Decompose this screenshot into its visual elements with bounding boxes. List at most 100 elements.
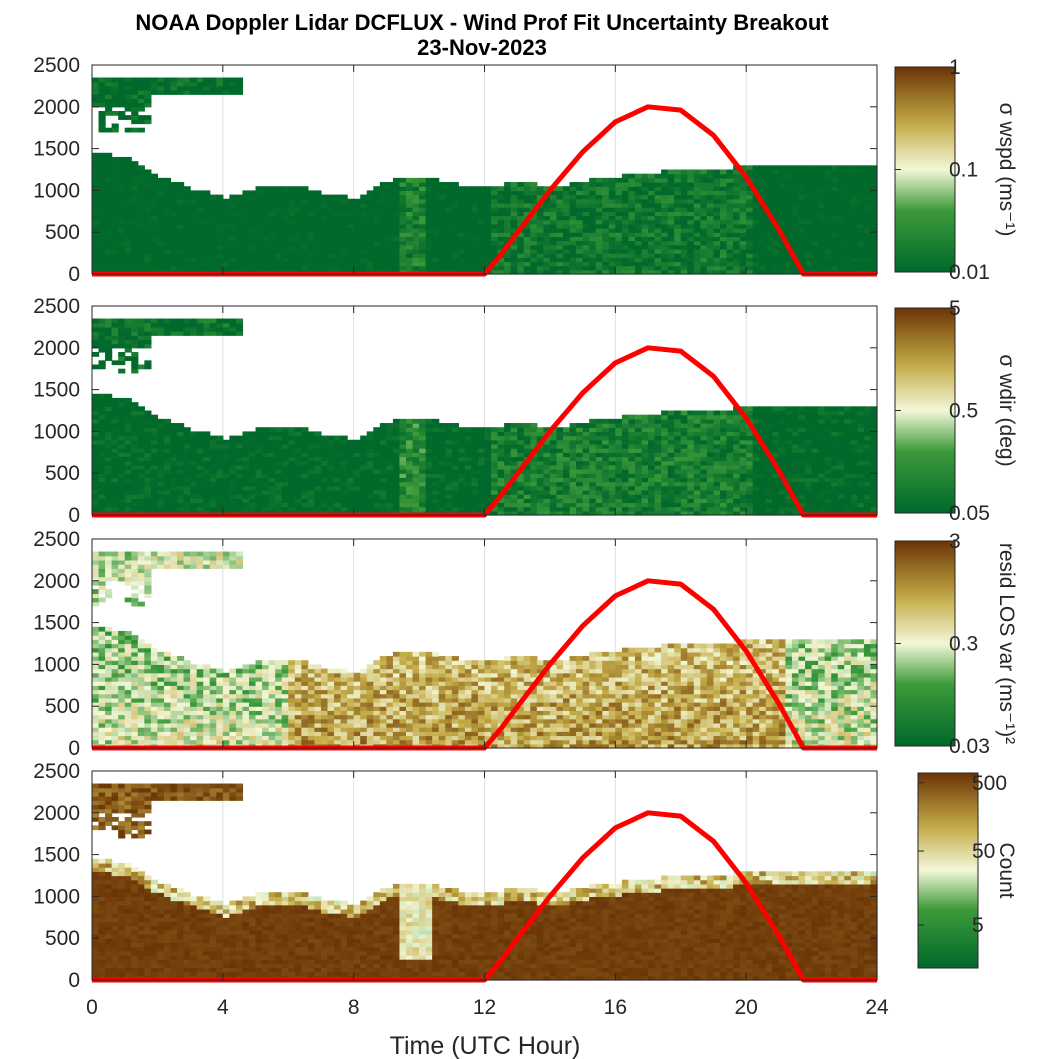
heatmap-cell [726,198,734,204]
heatmap-cell [235,494,244,499]
heatmap-cell [720,177,728,183]
heatmap-cell [510,469,518,474]
heatmap-cell [216,253,224,258]
heatmap-cell [602,435,610,441]
heatmap-cell [360,248,368,254]
heatmap-cell [484,202,492,208]
heatmap-cell [288,215,296,221]
heatmap-cell [249,443,257,449]
y-tick-label: 1500 [33,138,80,161]
heatmap-cell [510,269,518,275]
heatmap-cell [196,198,204,204]
heatmap-cell [863,244,872,250]
heatmap-cell [340,202,348,208]
heatmap-cell [98,81,106,87]
heatmap-cell [504,253,512,258]
heatmap-cell [340,439,348,445]
heatmap-cell [530,506,538,512]
heatmap-cell [229,498,237,504]
heatmap-cell [111,165,119,171]
heatmap-cell [144,414,152,420]
heatmap-cell [700,228,708,233]
heatmap-cell [543,228,551,233]
heatmap-cell [504,211,512,217]
heatmap-cell [706,257,715,263]
heatmap-cell [137,219,145,225]
heatmap-cell [543,265,551,271]
heatmap-cell [392,469,401,474]
heatmap-cell [438,198,446,204]
heatmap-cell [92,261,100,267]
heatmap-cell [517,435,525,441]
heatmap-cell [523,452,531,458]
heatmap-cell [563,439,571,445]
heatmap-cell [615,469,623,474]
heatmap-cell [255,194,263,200]
heatmap-cell [314,236,322,242]
heatmap-cell [582,452,590,458]
heatmap-cell [150,469,159,474]
heatmap-cell [373,244,381,250]
heatmap-cell [785,219,793,225]
heatmap-cell [386,211,394,217]
heatmap-cell [366,248,374,254]
heatmap-cell [137,211,145,217]
heatmap-cell [320,232,329,237]
heatmap-cell [242,223,250,229]
heatmap-cell [203,460,211,466]
heatmap-cell [150,182,159,187]
heatmap-cell [615,423,623,428]
heatmap-cell [536,464,544,470]
heatmap-cell [327,215,335,221]
heatmap-cell [700,190,708,196]
heatmap-cell [805,194,813,200]
heatmap-cell [124,253,132,258]
heatmap-cell [399,469,407,474]
heatmap-cell [347,219,355,225]
heatmap-cell [144,485,152,491]
colorbar-tick-label: 1 [949,56,961,79]
heatmap-cell [582,510,590,516]
heatmap-cell [576,460,584,466]
heatmap-cell [419,473,427,478]
heatmap-cell [249,452,257,458]
heatmap-cell [517,498,525,504]
heatmap-cell [739,244,747,250]
heatmap-cell [137,127,145,133]
heatmap-cell [530,257,538,263]
heatmap-cell [432,460,440,466]
heatmap-cell [569,244,577,250]
heatmap-cell [268,202,276,208]
heatmap-cell [209,248,217,254]
heatmap-cell [399,481,407,487]
heatmap-cell [589,236,597,242]
heatmap-cell [242,502,250,508]
heatmap-cell [778,190,787,196]
heatmap-cell [392,211,401,217]
heatmap-cell [203,435,211,441]
heatmap-cell [628,173,636,179]
heatmap-cell [242,194,250,200]
heatmap-cell [648,261,656,267]
heatmap-cell [464,448,473,453]
heatmap-cell [608,182,616,187]
heatmap-cell [163,448,172,453]
heatmap-cell [229,207,237,212]
heatmap-cell [183,506,191,512]
heatmap-cell [491,473,499,478]
heatmap-cell [477,448,486,453]
heatmap-cell [111,219,119,225]
heatmap-cell [491,443,499,449]
heatmap-cell [458,198,466,204]
heatmap-cell [857,182,865,187]
heatmap-cell [432,248,440,254]
heatmap-cell [412,443,420,449]
heatmap-cell [98,414,106,420]
heatmap-cell [589,253,597,258]
heatmap-cell [477,506,486,512]
heatmap-cell [648,202,656,208]
heatmap-cell [157,431,165,437]
heatmap-cell [294,464,302,470]
heatmap-cell [229,77,237,83]
heatmap-cell [137,186,145,191]
